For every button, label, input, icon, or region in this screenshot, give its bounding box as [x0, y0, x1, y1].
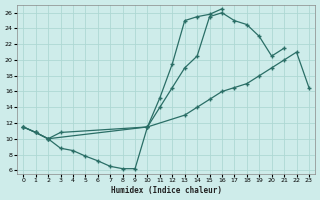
- X-axis label: Humidex (Indice chaleur): Humidex (Indice chaleur): [111, 186, 221, 195]
